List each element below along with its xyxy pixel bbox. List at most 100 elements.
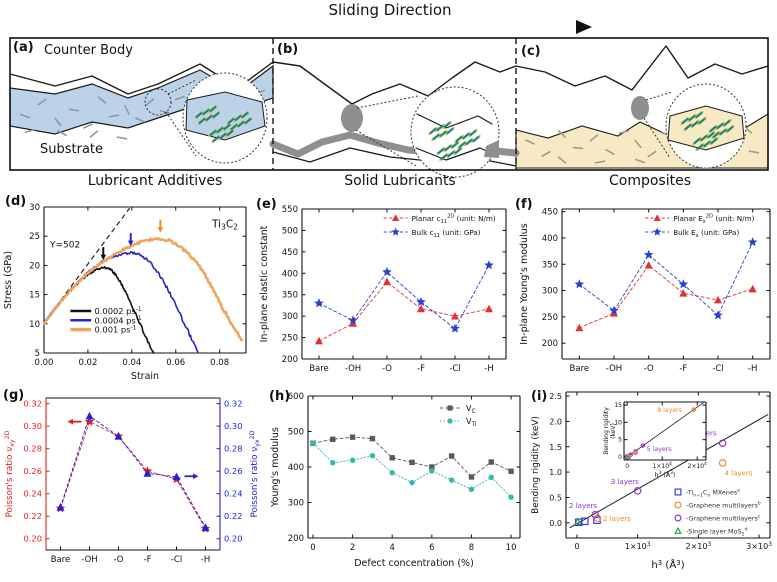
svg-text:Bending rigidity (keV): Bending rigidity (keV): [531, 416, 541, 514]
svg-text:2.0: 2.0: [549, 417, 562, 426]
svg-text:500: 500: [288, 428, 304, 438]
svg-text:5: 5: [35, 349, 40, 359]
svg-text:10: 10: [29, 320, 40, 330]
panel-f-chart: 200 250 300 350 400 450 Bare -OH -O -F -Cl -H In-pla…: [519, 208, 771, 374]
svg-text:550: 550: [282, 205, 298, 215]
svg-text:0.04: 0.04: [122, 358, 141, 368]
svg-text:400: 400: [288, 463, 304, 473]
svg-text:15: 15: [614, 402, 622, 409]
svg-text:0: 0: [618, 454, 622, 461]
panel-h-chart: 0 2 4 6 8 10 200 300 400 500 600 Defect concentrati…: [270, 392, 521, 569]
svg-text:2.5: 2.5: [549, 392, 562, 401]
svg-text:400: 400: [282, 269, 298, 279]
svg-text:Stress (GPa): Stress (GPa): [3, 251, 14, 309]
svg-text:0.22: 0.22: [224, 511, 242, 521]
panel-b-label: (b): [277, 42, 299, 57]
svg-text:Ti3C2: Ti3C2: [211, 218, 238, 231]
svg-text:-OH: -OH: [345, 364, 361, 374]
svg-text:Strain: Strain: [131, 371, 159, 382]
svg-text:Bulk c11 (unit: GPa): Bulk c11 (unit: GPa): [412, 228, 481, 239]
svg-text:8: 8: [469, 543, 474, 553]
panel-h-letter: (h): [269, 389, 291, 404]
sliding-direction-label: Sliding Direction: [328, 1, 452, 19]
svg-text:0.0: 0.0: [549, 519, 562, 528]
svg-text:-H: -H: [484, 364, 493, 374]
svg-text:1×104: 1×104: [653, 461, 672, 470]
svg-text:0.24: 0.24: [24, 489, 42, 499]
svg-text:200: 200: [288, 534, 304, 544]
panel-e-chart: 200 250 300 350 400 450 500 550 Bare -OH -O -F -Cl -H…: [259, 205, 507, 374]
svg-text:0: 0: [574, 542, 579, 551]
svg-text:5 layers: 5 layers: [647, 446, 672, 453]
svg-text:0.20: 0.20: [24, 534, 42, 544]
svg-text:h3 (Å3): h3 (Å3): [651, 558, 684, 571]
panel-g-letter: (g): [3, 388, 25, 403]
svg-text:In-plane Young's modulus: In-plane Young's modulus: [519, 223, 530, 344]
svg-text:0.22: 0.22: [24, 511, 42, 521]
svg-text:-H: -H: [748, 364, 757, 374]
svg-text:-Cl: -Cl: [171, 555, 182, 565]
panel-d-letter: (d): [5, 194, 27, 209]
svg-text:-Graphene multilayersc: -Graphene multilayersc: [686, 514, 761, 522]
svg-text:0.001 ps-1: 0.001 ps-1: [95, 324, 137, 334]
svg-text:6: 6: [429, 543, 434, 553]
panel-e-letter: (e): [256, 197, 277, 212]
panel-c-label: (c): [521, 44, 541, 59]
svg-text:30: 30: [29, 203, 40, 213]
svg-text:Young's modulus: Young's modulus: [270, 427, 281, 508]
svg-text:Bare: Bare: [309, 364, 329, 374]
svg-text:500: 500: [282, 226, 298, 236]
svg-text:h3 (Å3): h3 (Å3): [655, 470, 676, 479]
svg-text:Defect concentration (%): Defect concentration (%): [354, 558, 474, 569]
svg-text:VTi: VTi: [466, 417, 477, 428]
svg-text:15: 15: [29, 291, 40, 301]
tribology-schematic: [9, 20, 769, 178]
counter-body-label: Counter Body: [44, 43, 133, 58]
svg-text:0.28: 0.28: [24, 444, 42, 454]
svg-text:4 layers: 4 layers: [724, 470, 752, 478]
svg-text:0.32: 0.32: [24, 399, 42, 409]
svg-text:1.5: 1.5: [549, 443, 562, 452]
caption-composites: Composites: [608, 173, 691, 189]
svg-text:4: 4: [389, 543, 394, 553]
svg-text:-Tin+1Cn MXenesa: -Tin+1Cn MXenesa: [686, 488, 740, 498]
svg-text:0.30: 0.30: [24, 421, 42, 431]
svg-text:300: 300: [288, 499, 304, 509]
svg-text:Y=502: Y=502: [49, 240, 80, 250]
svg-text:2 layers: 2 layers: [569, 502, 597, 510]
svg-text:-Single layer MoS2d: -Single layer MoS2d: [686, 526, 747, 537]
panel-f-letter: (f): [515, 197, 533, 212]
svg-text:200: 200: [542, 339, 558, 349]
svg-text:VC: VC: [466, 404, 476, 415]
svg-text:0: 0: [625, 463, 629, 470]
panel-g-chart: 0.20 0.20 0.22 0.22 0.24 0.24 0.26 0.26 0.28 0.28…: [4, 397, 261, 565]
svg-text:0.30: 0.30: [224, 421, 242, 431]
svg-text:0.32: 0.32: [224, 399, 242, 409]
svg-text:-O: -O: [382, 364, 392, 374]
svg-text:8 layers: 8 layers: [657, 407, 682, 414]
svg-text:0.06: 0.06: [166, 358, 185, 368]
svg-text:-Cl: -Cl: [712, 364, 723, 374]
panel-d-chart: 0.00 0.02 0.04 0.06 0.08 5 10 15 20 25 30 Strain Str…: [3, 203, 247, 382]
svg-text:1.0: 1.0: [549, 468, 562, 477]
svg-text:-O: -O: [114, 555, 124, 565]
svg-text:(keV): (keV): [610, 423, 617, 439]
svg-text:-Graphene multilayersb: -Graphene multilayersb: [686, 500, 761, 509]
svg-text:0.0004 ps-1: 0.0004 ps-1: [95, 315, 142, 325]
svg-text:0.08: 0.08: [210, 358, 229, 368]
svg-text:250: 250: [282, 334, 298, 344]
svg-text:600: 600: [288, 392, 304, 402]
substrate-label: Substrate: [40, 142, 104, 157]
caption-solid-lubricants: Solid Lubricants: [344, 173, 456, 189]
panel-a-label: (a): [13, 40, 34, 55]
svg-text:200: 200: [282, 355, 298, 365]
svg-text:-F: -F: [417, 364, 425, 374]
svg-text:10: 10: [506, 543, 517, 553]
svg-text:1×103: 1×103: [625, 542, 651, 551]
svg-text:3×103: 3×103: [746, 542, 772, 551]
svg-text:20: 20: [29, 261, 40, 271]
caption-lubricant-additives: Lubricant Additives: [87, 173, 223, 189]
svg-text:0.20: 0.20: [224, 534, 242, 544]
svg-text:2×103: 2×103: [686, 542, 712, 551]
